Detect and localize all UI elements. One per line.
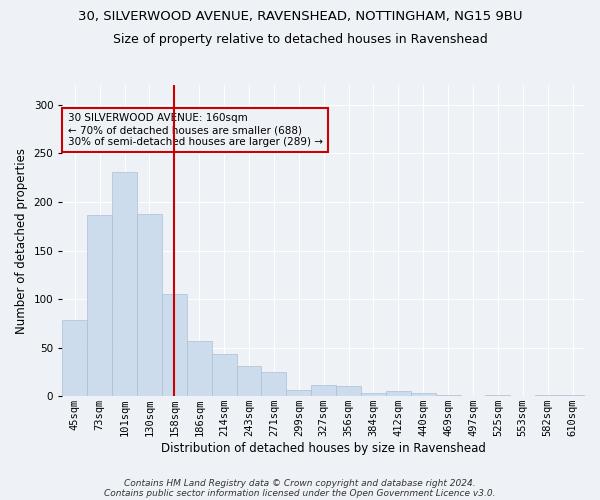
Text: 30 SILVERWOOD AVENUE: 160sqm
← 70% of detached houses are smaller (688)
30% of s: 30 SILVERWOOD AVENUE: 160sqm ← 70% of de… — [68, 114, 323, 146]
Text: Size of property relative to detached houses in Ravenshead: Size of property relative to detached ho… — [113, 32, 487, 46]
Bar — [212, 354, 236, 396]
Bar — [87, 214, 112, 396]
Bar — [112, 172, 137, 396]
Bar — [262, 372, 286, 396]
Bar — [286, 390, 311, 396]
Bar — [436, 395, 461, 396]
Bar — [137, 214, 162, 396]
Bar — [411, 394, 436, 396]
Bar — [361, 394, 386, 396]
Bar — [187, 341, 212, 396]
Bar — [236, 366, 262, 396]
Bar — [336, 386, 361, 396]
Bar — [311, 384, 336, 396]
Bar — [386, 392, 411, 396]
Y-axis label: Number of detached properties: Number of detached properties — [15, 148, 28, 334]
Bar — [535, 395, 560, 396]
Text: 30, SILVERWOOD AVENUE, RAVENSHEAD, NOTTINGHAM, NG15 9BU: 30, SILVERWOOD AVENUE, RAVENSHEAD, NOTTI… — [78, 10, 522, 23]
Bar — [560, 395, 585, 396]
Bar — [62, 320, 87, 396]
Bar — [162, 294, 187, 396]
Text: Contains HM Land Registry data © Crown copyright and database right 2024.: Contains HM Land Registry data © Crown c… — [124, 478, 476, 488]
X-axis label: Distribution of detached houses by size in Ravenshead: Distribution of detached houses by size … — [161, 442, 486, 455]
Text: Contains public sector information licensed under the Open Government Licence v3: Contains public sector information licen… — [104, 488, 496, 498]
Bar — [485, 395, 511, 396]
